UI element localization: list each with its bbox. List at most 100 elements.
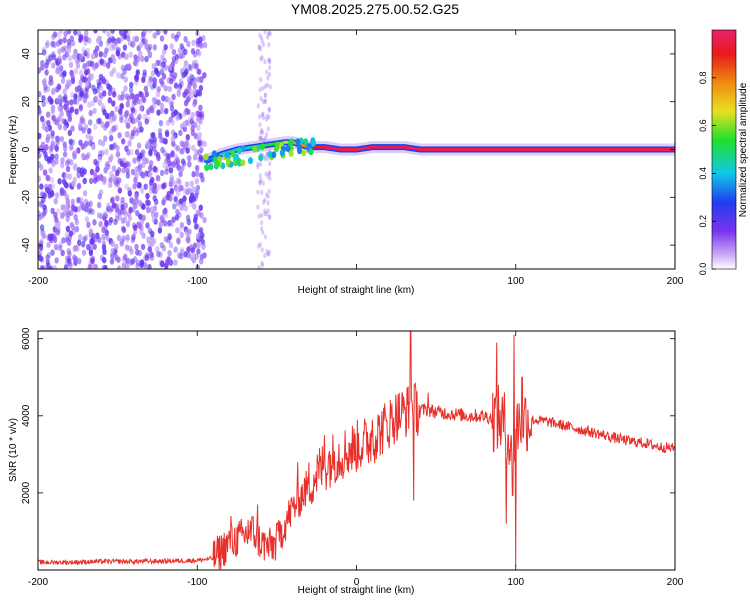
noise-point [38,248,41,256]
noise-point [144,118,149,125]
noise-point [143,254,148,262]
noise-point [168,116,173,123]
noise-point [267,72,272,78]
noise-point [263,83,267,89]
noise-point [124,110,129,117]
noise-point [179,231,184,239]
colorbar-tick-label: 0.4 [698,167,708,180]
noise-point [120,94,125,101]
noise-point [185,134,190,141]
noise-point [200,238,205,245]
noise-point [102,176,107,183]
noise-point [257,265,261,269]
ridge-blob [259,143,265,151]
y-tick-label: -20 [21,190,32,205]
noise-point [169,78,174,85]
noise-point [82,190,88,197]
noise-point [115,169,120,176]
noise-point [186,155,191,162]
noise-point [198,84,204,92]
noise-point [44,144,49,151]
noise-point [169,43,174,50]
noise-point [177,165,182,172]
noise-point [73,30,78,36]
noise-point [258,173,262,179]
noise-point [171,93,176,101]
noise-point [263,211,267,217]
noise-point [173,153,179,161]
noise-point [150,132,155,139]
spectrogram-x-axis-label: Height of straight line (km) [298,285,415,296]
noise-point [156,250,161,258]
noise-point [126,161,132,168]
snr-y-axis-label: SNR (10 * v/v) [8,418,19,482]
noise-point [148,160,154,167]
noise-point [160,260,165,267]
noise-point [197,68,202,76]
noise-point [73,148,79,156]
noise-point [170,32,176,40]
noise-point [97,193,102,200]
noise-point [57,178,62,185]
noise-point [66,30,72,35]
noise-point [182,110,187,118]
noise-point [193,217,198,224]
noise-point [198,227,204,234]
noise-point [160,146,165,154]
noise-point [82,97,88,104]
noise-point [69,221,74,229]
noise-point [44,42,50,49]
noise-point [41,100,46,108]
noise-point [76,183,82,190]
noise-point [54,222,59,229]
noise-point [268,31,272,37]
noise-cloud [38,30,272,269]
noise-point [89,73,95,80]
noise-point [155,246,160,253]
noise-point [102,211,108,218]
noise-point [115,150,121,158]
noise-point [60,157,65,164]
noise-point [136,127,141,134]
noise-point [70,91,75,98]
noise-point [45,254,50,261]
noise-point [40,115,45,123]
noise-point [43,86,48,94]
noise-point [76,182,82,189]
noise-point [102,90,107,97]
noise-point [159,102,165,110]
noise-point [98,73,104,81]
noise-point [88,207,93,214]
noise-point [263,234,268,240]
noise-point [193,98,198,106]
noise-point [69,144,74,151]
noise-point [122,44,128,51]
noise-point [169,174,174,181]
noise-point [265,34,270,40]
noise-point [167,64,173,72]
noise-point [139,126,144,133]
noise-point [261,262,265,268]
noise-point [266,31,270,37]
ridge-blob [248,157,253,165]
noise-point [169,187,174,195]
noise-point [148,75,153,83]
noise-point [59,136,65,143]
noise-point [124,183,129,190]
noise-point [97,117,102,125]
noise-point [258,46,263,52]
noise-point [129,148,134,156]
noise-point [50,130,55,137]
noise-point [140,55,145,63]
noise-point [120,196,125,204]
noise-point [184,68,189,75]
noise-point [58,241,63,248]
noise-point [83,234,89,241]
ridge-blob [311,139,316,147]
noise-point [192,242,198,249]
x-tick-label: 100 [507,276,524,287]
noise-point [134,166,139,173]
noise-point [74,218,80,226]
noise-point [67,173,73,180]
noise-point [265,192,269,198]
